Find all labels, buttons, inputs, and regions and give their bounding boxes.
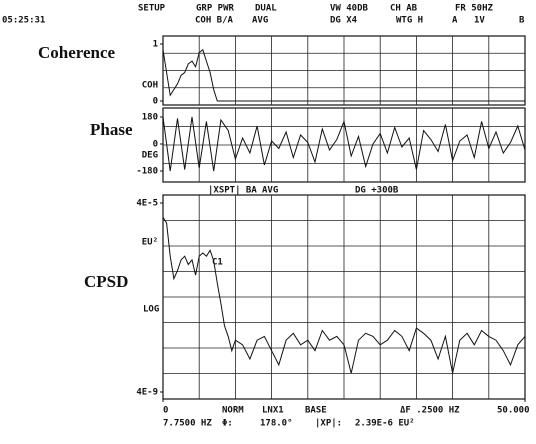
annotation: LOG	[143, 305, 159, 315]
header-text: A	[452, 16, 458, 26]
footer-text: NORM	[222, 406, 244, 416]
header-text: B	[519, 16, 525, 26]
y-tick-label: 0	[153, 140, 158, 150]
y-tick-label: -180	[136, 167, 158, 177]
y-axis-label: COH	[142, 81, 158, 91]
trace	[162, 48, 525, 102]
footer-text: Φ:	[222, 419, 233, 429]
panel-title: Phase	[90, 120, 133, 139]
header-text: COH B/A	[195, 16, 234, 26]
header-text: VW 40DB	[330, 4, 369, 14]
y-tick-label: 4E-5	[136, 199, 158, 209]
trace	[162, 116, 526, 172]
y-tick-label: 0	[153, 97, 158, 107]
x-tick-label: 0	[163, 406, 168, 416]
panel-title: CPSD	[84, 272, 128, 291]
trace	[162, 216, 526, 374]
header-text: 1V	[474, 16, 485, 26]
y-axis-label: EU²	[142, 238, 158, 248]
annotation: DG +300B	[355, 186, 399, 196]
y-tick-label: 4E-9	[136, 388, 158, 398]
y-tick-label: 1	[153, 40, 158, 50]
header-text: AVG	[252, 16, 268, 26]
header-text: 05:25:31	[2, 16, 45, 26]
annotation: C1	[212, 258, 223, 268]
panel-title: Coherence	[38, 43, 116, 62]
header-text: GRP PWR	[196, 4, 235, 14]
header-text: WTG H	[396, 16, 423, 26]
header-text: DG X4	[330, 16, 358, 26]
header-text: DUAL	[255, 4, 277, 14]
header-text: FR 50HZ	[455, 4, 494, 14]
footer-text: |XP|:	[315, 419, 342, 429]
x-tick-label: 50.000	[497, 406, 530, 416]
footer-text: 7.7500 HZ	[163, 419, 212, 429]
header-text: SETUP	[138, 4, 166, 14]
footer-text: ΔF .2500 HZ	[400, 406, 460, 416]
footer-text: LNX1	[262, 406, 284, 416]
annotation: AVG	[262, 186, 278, 196]
header-text: CH AB	[390, 4, 418, 14]
y-axis-label: DEG	[142, 151, 158, 161]
footer-text: 2.39E-6 EU²	[355, 419, 415, 429]
annotation: |XSPT| BA	[208, 186, 257, 196]
footer-text: BASE	[305, 406, 327, 416]
y-tick-label: 180	[142, 113, 158, 123]
footer-text: 178.0°	[260, 419, 293, 429]
